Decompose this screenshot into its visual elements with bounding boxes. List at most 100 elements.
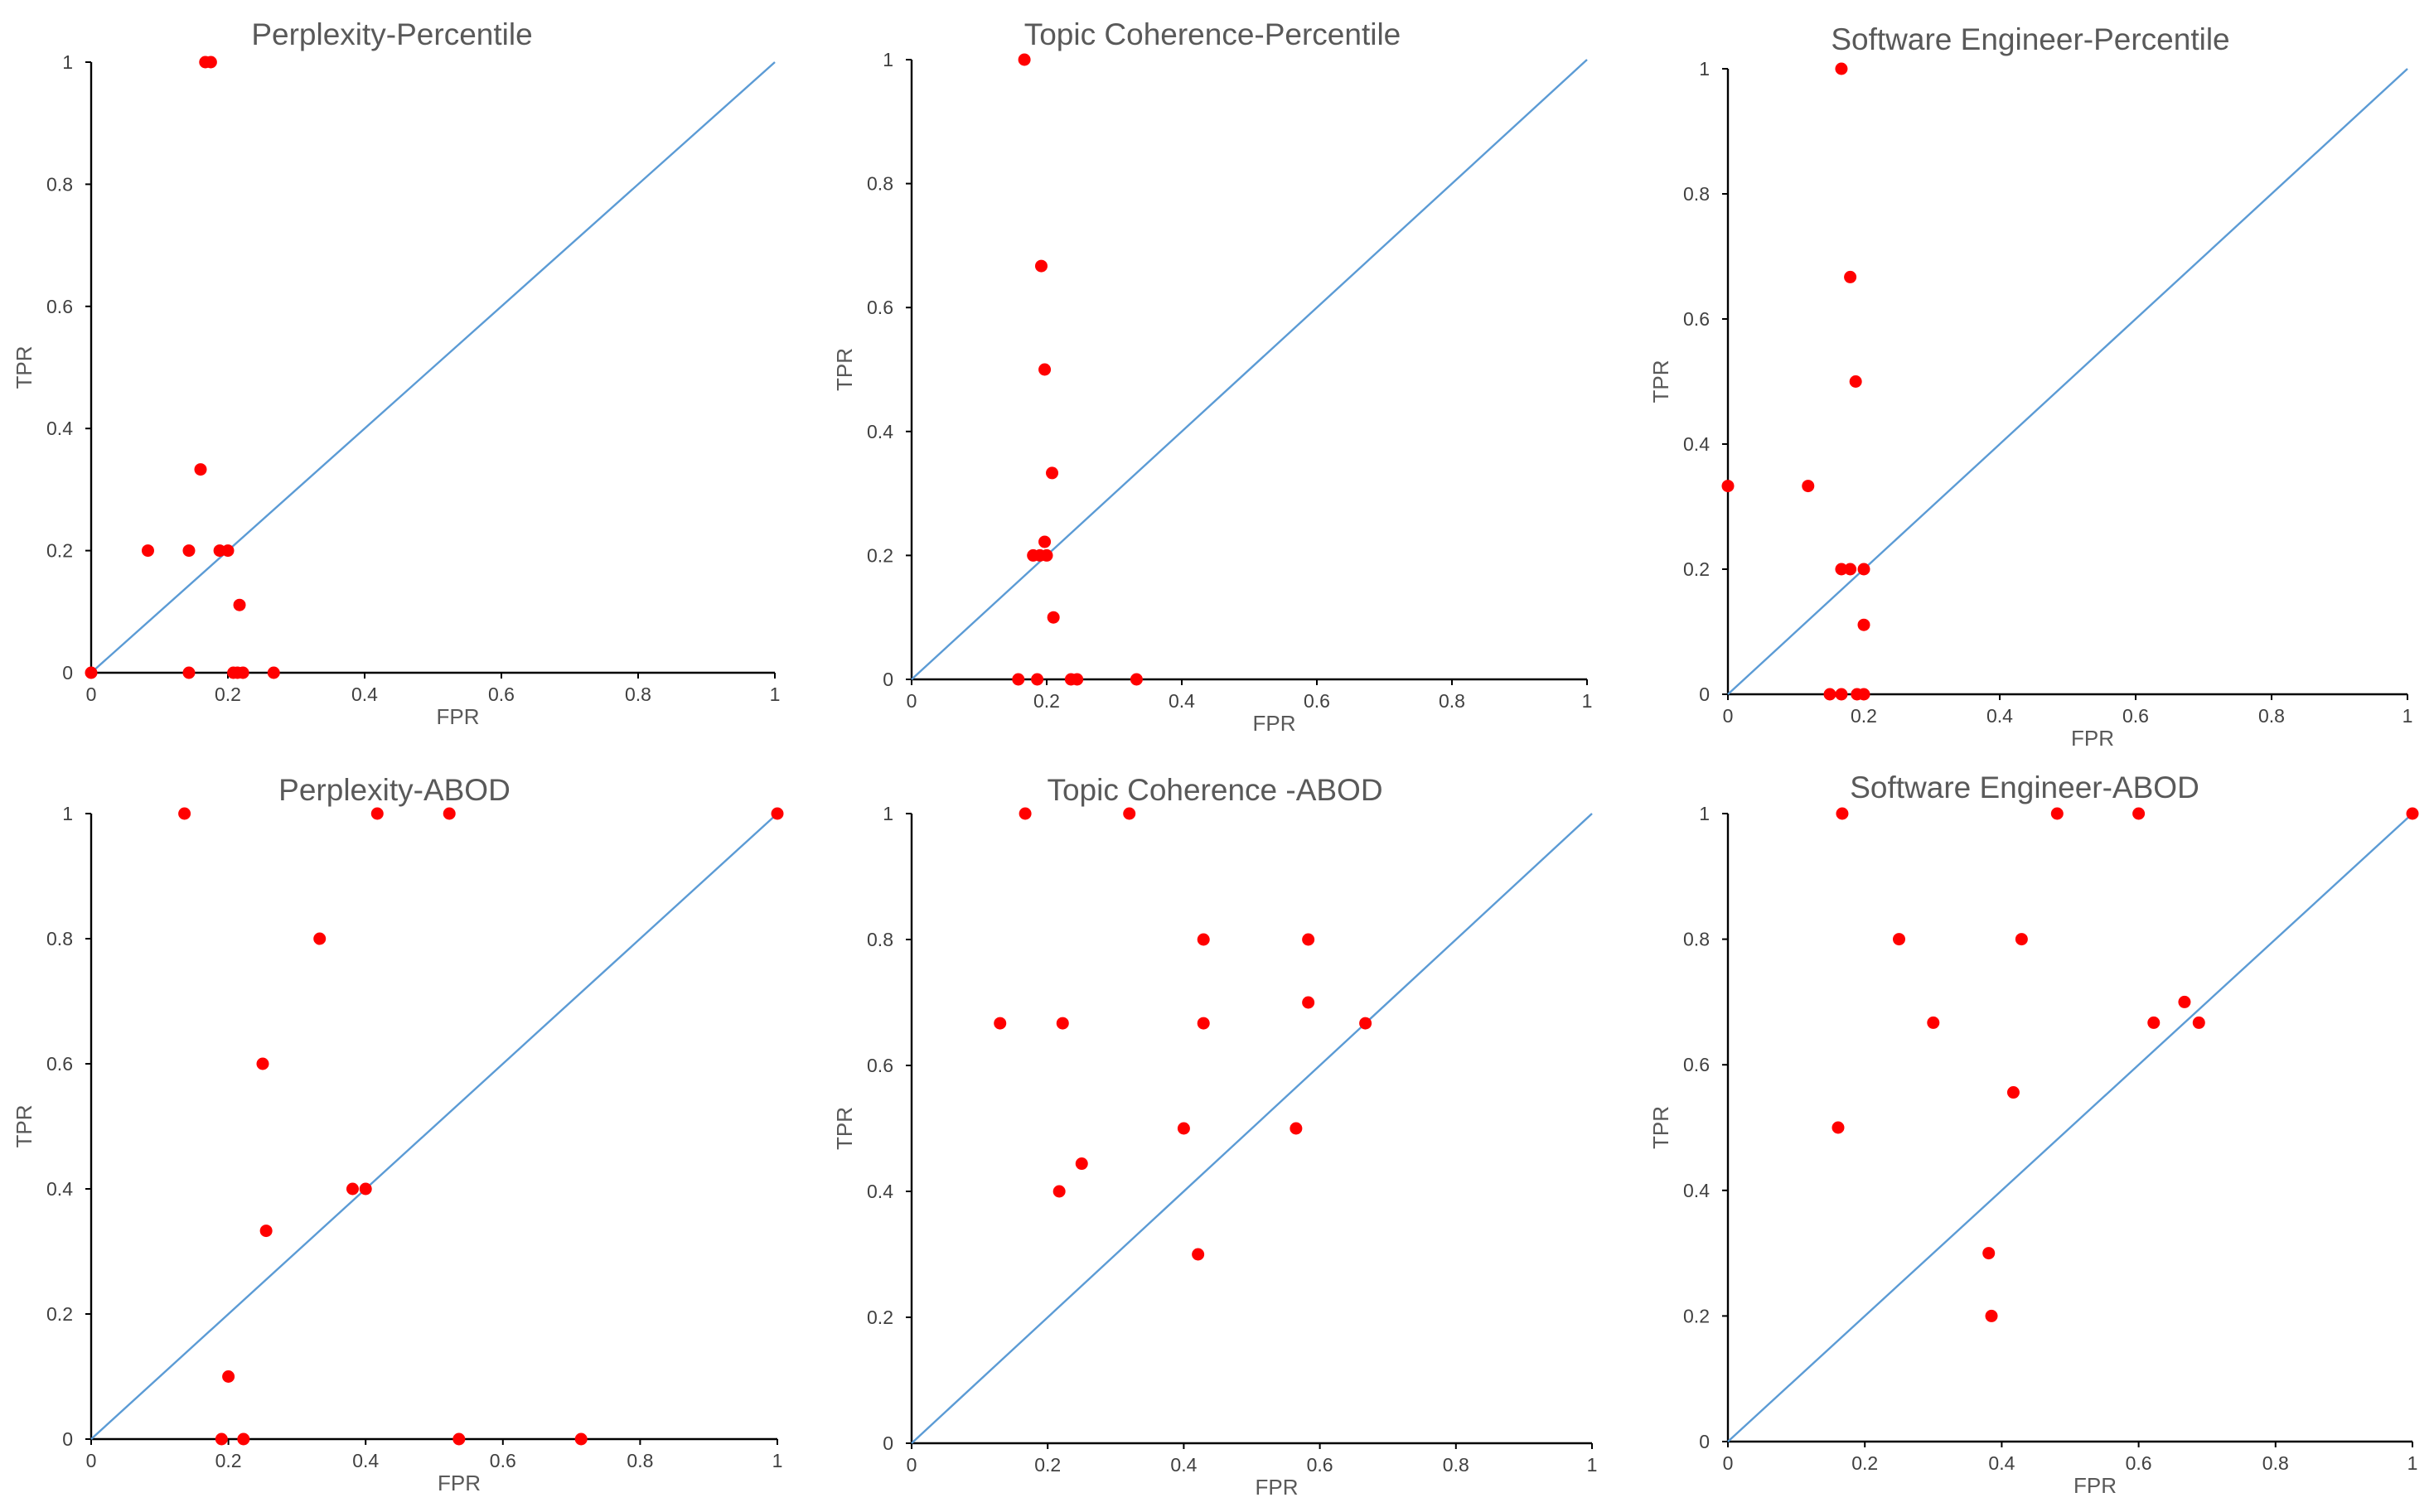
y-axis-title: TPR (12, 346, 36, 389)
y-tick-label: 0.8 (867, 929, 893, 950)
x-tick-label: 0 (86, 684, 97, 705)
data-point (233, 598, 246, 611)
y-tick-label: 0 (1699, 1431, 1710, 1452)
data-point (236, 666, 249, 679)
data-point (994, 1017, 1007, 1030)
x-tick-label: 0.6 (488, 684, 515, 705)
data-point (1197, 933, 1210, 946)
y-axis-title: TPR (1648, 1106, 1673, 1149)
data-point (1857, 618, 1870, 631)
data-point (1985, 1309, 1998, 1322)
data-point (1038, 363, 1052, 376)
data-point (1046, 466, 1059, 480)
y-axis-title: TPR (1648, 360, 1673, 403)
y-tick-label: 1 (883, 49, 893, 70)
data-point (204, 56, 217, 69)
data-point (222, 1370, 235, 1383)
data-point (1177, 1122, 1190, 1135)
chart-panel-5: Topic Coherence -ABOD 0 0.2 0.4 0.6 0.8 1 0 0.2 0… (832, 773, 1597, 1500)
x-tick-label: 0.8 (2258, 705, 2285, 727)
x-tick-label: 0.2 (1851, 1452, 1878, 1474)
x-tick-label: 0.2 (1851, 705, 1877, 727)
y-tick-label: 0.6 (867, 1055, 893, 1076)
y-tick-label: 0.8 (46, 928, 73, 949)
y-tick-label: 0.4 (46, 418, 73, 439)
data-point (1835, 62, 1848, 75)
data-point (1802, 480, 1815, 493)
data-point (141, 544, 154, 558)
x-tick-label: 0.8 (625, 684, 651, 705)
data-point (267, 666, 280, 679)
y-axis-title: TPR (832, 1107, 857, 1150)
data-point (1192, 1248, 1205, 1261)
x-tick-label: 0.6 (1304, 690, 1330, 712)
x-tick-label: 1 (1582, 690, 1593, 712)
data-point (256, 1057, 269, 1070)
y-tick-label: 0.2 (1683, 1305, 1710, 1326)
x-tick-label: 0.4 (1170, 1454, 1197, 1476)
y-tick-label: 1 (62, 51, 73, 73)
x-tick-label: 1 (2403, 705, 2413, 727)
y-tick-label: 0.8 (1683, 183, 1710, 205)
y-tick-label: 0.6 (46, 1053, 73, 1075)
chart-title: Perplexity-ABOD (278, 773, 511, 807)
data-point (574, 1432, 588, 1446)
data-point (1034, 259, 1048, 273)
data-point (771, 807, 784, 820)
x-tick-label: 0.8 (1443, 1454, 1469, 1476)
chart-title: Software Engineer-Percentile (1831, 22, 2229, 56)
diagonal-reference-line (90, 61, 776, 674)
chart-panel-2: Topic Coherence-Percentile 0 0.2 0.4 0.6 0.8 1… (832, 17, 1592, 736)
data-point (221, 544, 235, 558)
data-point (1040, 548, 1053, 562)
x-tick-label: 0.4 (1986, 705, 2013, 727)
data-point (1018, 53, 1031, 66)
y-axis-title: TPR (832, 348, 857, 391)
data-point (1130, 673, 1143, 686)
x-tick-label: 0 (86, 1450, 97, 1471)
data-point (313, 932, 327, 945)
data-point (1071, 673, 1084, 686)
y-tick-label: 1 (1699, 803, 1710, 824)
chart-panel-1: Perplexity-Percentile 0 0.2 0.4 0.6 0.8 1 0 0.2 0… (12, 17, 780, 729)
x-tick-label: 0.4 (1988, 1452, 2015, 1474)
data-point (1019, 807, 1032, 820)
y-tick-label: 0.6 (1683, 1054, 1710, 1075)
chart-title: Software Engineer-ABOD (1850, 770, 2199, 804)
x-tick-label: 0.2 (215, 1450, 242, 1471)
y-tick-label: 0 (62, 1428, 73, 1450)
x-tick-label: 0 (1723, 1452, 1734, 1474)
data-point (1927, 1016, 1940, 1029)
data-point (1835, 563, 1848, 576)
x-tick-label: 0 (907, 1454, 917, 1476)
data-point (1302, 933, 1315, 946)
data-point (370, 807, 384, 820)
data-point (237, 1432, 250, 1446)
data-point (1056, 1017, 1069, 1030)
data-point (85, 666, 98, 679)
data-point (2406, 807, 2419, 820)
data-point (1844, 270, 1857, 283)
data-point (2006, 1086, 2020, 1099)
x-tick-label: 0 (907, 690, 917, 712)
data-point (1836, 807, 1849, 820)
y-tick-label: 0.4 (46, 1178, 73, 1200)
data-point (1302, 996, 1315, 1009)
data-point (2147, 1016, 2161, 1029)
data-point (1359, 1017, 1372, 1030)
y-tick-label: 0 (62, 662, 73, 684)
x-tick-label: 1 (1587, 1454, 1598, 1476)
y-tick-label: 1 (62, 803, 73, 824)
data-point (1844, 563, 1857, 576)
x-tick-label: 0.6 (1307, 1454, 1333, 1476)
diagonal-reference-line (911, 59, 1588, 680)
data-point (1721, 480, 1735, 493)
data-point (346, 1182, 359, 1196)
x-tick-label: 0.2 (215, 684, 241, 705)
x-tick-label: 0.4 (352, 1450, 379, 1471)
y-tick-label: 1 (883, 803, 893, 824)
chart-panel-4: Perplexity-ABOD 0 0.2 0.4 0.6 0.8 1 0 0.2 0.4 0.6 0… (12, 773, 784, 1495)
data-point (1038, 535, 1052, 548)
x-tick-label: 0.4 (1169, 690, 1195, 712)
